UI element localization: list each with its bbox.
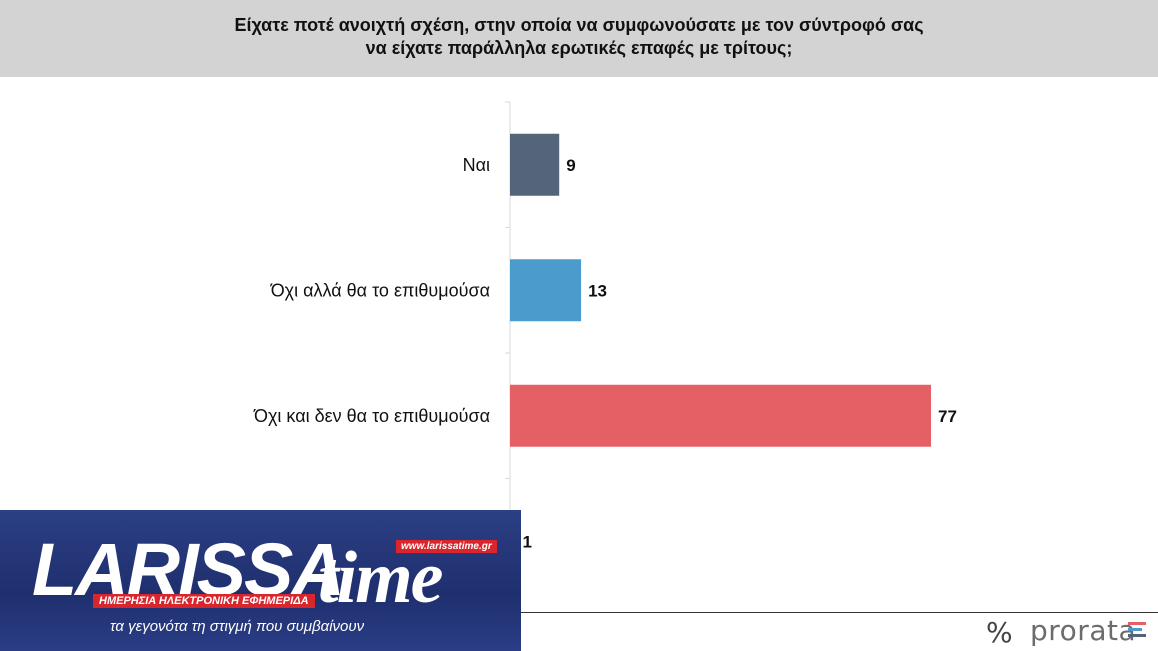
bar <box>510 384 931 447</box>
logo-subtitle: ΗΜΕΡΗΣΙΑ ΗΛΕΚΤΡΟΝΙΚΗ ΕΦΗΜΕΡΙΔΑ <box>93 594 315 608</box>
brand-name: prorata <box>1030 614 1137 647</box>
brand-bar-3 <box>1128 634 1146 637</box>
data-label: 1 <box>522 532 531 551</box>
chart-title: Είχατε ποτέ ανοιχτή σχέση, στην οποία να… <box>0 14 1158 60</box>
brand-bar-1 <box>1128 622 1146 625</box>
bar <box>510 259 582 322</box>
category-label: Όχι αλλά θα το επιθυμούσα <box>270 280 490 300</box>
category-label: Ναι <box>463 155 490 175</box>
bar-chart: Ναι 9 Όχι αλλά θα το επιθυμούσα 13 Όχι και δ… <box>253 101 957 605</box>
footer-divider <box>520 612 1158 613</box>
bar <box>510 133 560 196</box>
percent-icon: % <box>986 616 1013 649</box>
category-label: Όχι και δεν θα το επιθυμούσα <box>253 406 490 426</box>
larissatime-logo: LARISSA time www.larissatime.gr ΗΜΕΡΗΣΙΑ… <box>0 510 521 651</box>
chart-title-line-2: να είχατε παράλληλα ερωτικές επαφές με τ… <box>365 38 793 58</box>
brand-bars-icon <box>1128 622 1148 642</box>
logo-tagline: τα γεγονότα τη στιγμή που συμβαίνουν <box>110 618 365 635</box>
brand-bar-2 <box>1128 628 1142 631</box>
chart-title-line-1: Είχατε ποτέ ανοιχτή σχέση, στην οποία να… <box>234 15 924 35</box>
chart-header: Είχατε ποτέ ανοιχτή σχέση, στην οποία να… <box>0 0 1158 77</box>
data-label: 9 <box>566 156 575 175</box>
data-label: 77 <box>938 407 957 426</box>
logo-url: www.larissatime.gr <box>396 540 497 553</box>
data-label: 13 <box>588 281 607 300</box>
